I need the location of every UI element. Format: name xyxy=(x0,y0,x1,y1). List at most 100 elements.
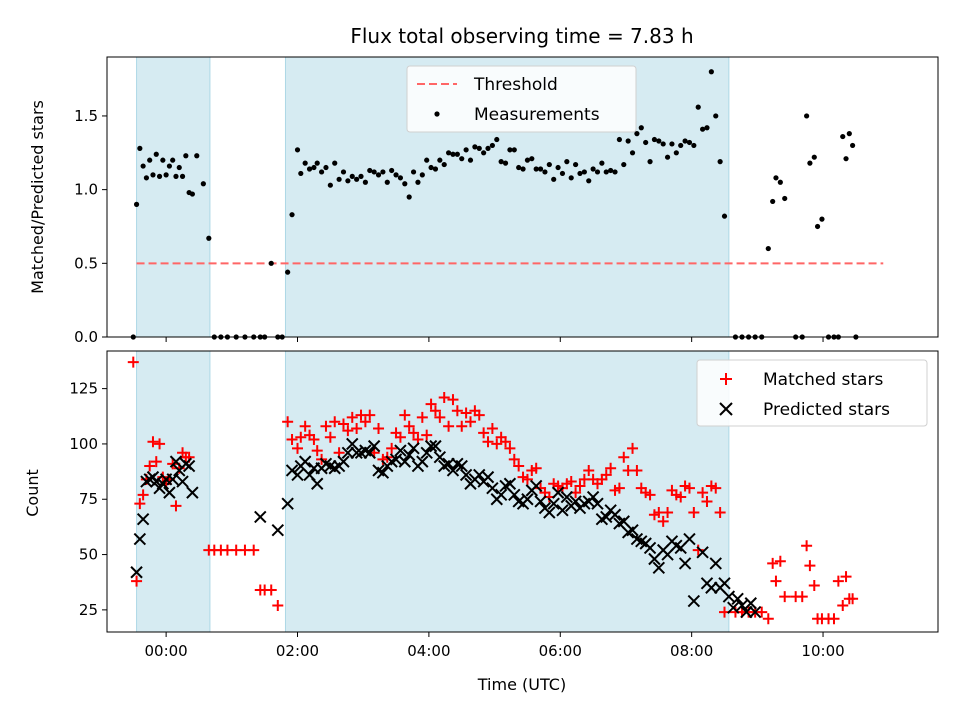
matched-star-point xyxy=(403,420,415,432)
measurement-point xyxy=(166,163,173,169)
matched-star-point xyxy=(828,613,840,625)
matched-star-point xyxy=(513,460,525,472)
predicted-star-point xyxy=(133,532,147,546)
matched-star-point xyxy=(530,462,542,474)
measurement-point xyxy=(445,150,452,156)
top-y-axis-label: Matched/Predicted stars xyxy=(28,100,47,294)
measurement-point xyxy=(194,153,200,159)
measurement-point xyxy=(327,182,333,188)
measurement-point xyxy=(625,138,631,144)
predicted-star-point xyxy=(376,466,390,479)
matched-star-point xyxy=(364,409,376,421)
measurement-point xyxy=(647,159,653,165)
predicted-star-point xyxy=(416,455,429,468)
matched-star-point xyxy=(394,431,406,443)
measurement-point xyxy=(160,157,166,163)
predicted-star-point xyxy=(271,524,285,537)
predicted-star-point xyxy=(337,455,350,468)
predicted-star-point xyxy=(176,475,189,488)
measurement-point xyxy=(524,157,531,163)
matched-star-point xyxy=(762,613,774,625)
measurement-point xyxy=(717,159,723,165)
measurement-point xyxy=(507,147,513,153)
predicted-star-point xyxy=(136,512,150,526)
bottom-ytick-label: 50 xyxy=(79,546,98,564)
matched-star-point xyxy=(425,398,437,410)
bottom-shaded-interval xyxy=(284,350,730,633)
matched-star-point xyxy=(801,540,813,552)
matched-star-point xyxy=(808,580,820,592)
matched-star-point xyxy=(408,427,420,439)
matched-star-point xyxy=(399,409,411,421)
predicted-star-point xyxy=(166,473,179,486)
predicted-star-point xyxy=(341,446,355,459)
predicted-star-point xyxy=(652,561,666,575)
measurement-point xyxy=(656,138,662,144)
measurement-point xyxy=(375,172,382,178)
measurement-point xyxy=(590,166,596,172)
predicted-star-point xyxy=(281,497,294,510)
predicted-star-point xyxy=(748,605,762,619)
matched-star-point xyxy=(137,489,149,501)
measurement-point xyxy=(651,136,658,143)
matched-star-point xyxy=(770,575,782,587)
measurement-point xyxy=(511,147,517,153)
matched-star-point xyxy=(796,591,808,603)
measurement-point xyxy=(673,150,679,156)
matched-star-point xyxy=(832,575,844,587)
measurement-point xyxy=(700,126,706,132)
measurement-point xyxy=(397,175,404,181)
predicted-star-point xyxy=(367,439,381,453)
matched-star-point xyxy=(779,591,791,603)
predicted-star-point xyxy=(150,475,163,488)
predicted-star-point xyxy=(709,557,722,570)
predicted-star-point xyxy=(394,444,407,457)
matched-star-point xyxy=(248,544,260,556)
measurement-point xyxy=(349,173,355,179)
predicted-star-point xyxy=(402,448,416,462)
matched-star-point xyxy=(583,464,595,476)
measurement-point xyxy=(441,161,447,168)
measurement-point xyxy=(437,157,443,163)
measurement-point xyxy=(695,104,701,110)
predicted-star-point xyxy=(560,490,574,504)
measurement-point xyxy=(314,160,320,166)
measurement-point xyxy=(354,176,360,182)
predicted-star-point xyxy=(182,459,196,473)
matched-star-point xyxy=(429,405,441,417)
bottom-xtick-label: 10:00 xyxy=(801,642,844,660)
bottom-shaded-interval xyxy=(136,350,211,633)
measurement-point xyxy=(424,157,430,163)
matched-star-point xyxy=(504,442,516,454)
bottom-ytick-label: 25 xyxy=(79,601,98,619)
predicted-star-point xyxy=(163,486,176,499)
measurement-point xyxy=(581,169,587,175)
measurement-point xyxy=(843,156,849,162)
measurement-point xyxy=(643,139,649,146)
measurement-point xyxy=(529,156,535,162)
measurement-point xyxy=(179,173,186,179)
predicted-star-point xyxy=(626,524,639,537)
measurement-point xyxy=(298,170,304,177)
bottom-x-axis-label: Time (UTC) xyxy=(477,675,566,694)
matched-star-point xyxy=(131,575,143,587)
measurement-point xyxy=(150,172,156,178)
matched-star-point xyxy=(324,431,336,443)
matched-star-point xyxy=(847,593,859,605)
legend-matched-label: Matched stars xyxy=(763,370,883,390)
predicted-star-point xyxy=(551,486,565,499)
measurement-point xyxy=(691,142,697,149)
predicted-star-point xyxy=(442,457,455,471)
matched-star-point xyxy=(329,416,341,428)
measurement-point xyxy=(345,178,351,184)
matched-star-point xyxy=(473,409,485,421)
matched-star-point xyxy=(565,476,577,488)
matched-star-point xyxy=(613,482,625,494)
predicted-star-point xyxy=(407,442,420,455)
matched-star-point xyxy=(456,420,468,432)
measurement-point xyxy=(638,125,644,131)
measurement-point xyxy=(459,156,465,162)
measurement-point xyxy=(782,195,788,202)
matched-star-point xyxy=(657,515,669,527)
